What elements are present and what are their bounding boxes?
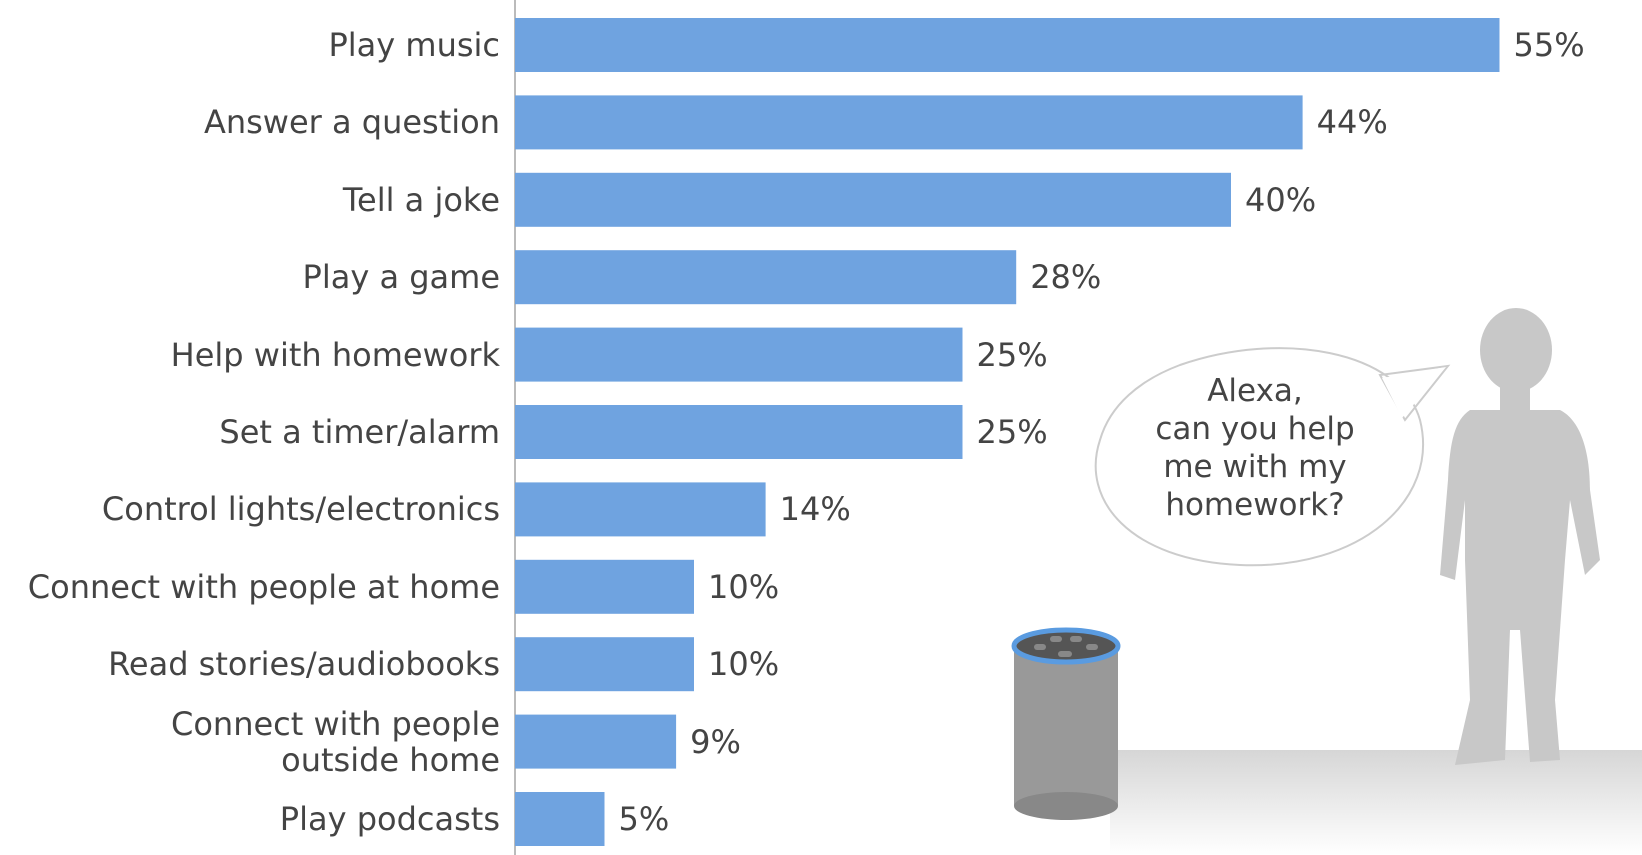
category-label: Play podcasts [279, 800, 500, 838]
category-label: Control lights/electronics [101, 490, 500, 529]
echo-speaker [1011, 627, 1121, 820]
value-label: 25% [976, 413, 1048, 451]
bar [515, 714, 677, 769]
bar [515, 18, 1500, 72]
value-label: 10% [708, 567, 780, 606]
bubble-tail [1382, 367, 1446, 418]
value-label: 25% [976, 335, 1048, 374]
floor [1110, 750, 1642, 855]
value-label: 10% [708, 645, 780, 684]
category-label: Tell a joke [342, 180, 500, 219]
bar [515, 250, 1017, 305]
category-label: Set a timer/alarm [219, 413, 500, 451]
bar [515, 327, 963, 382]
value-label: 9% [690, 722, 741, 761]
bar [515, 405, 963, 459]
value-label: 28% [1030, 258, 1102, 297]
value-label: 40% [1245, 180, 1317, 219]
category-label: Answer a question [203, 103, 500, 142]
value-label: 44% [1316, 103, 1388, 142]
category-label: Help with homework [170, 335, 500, 374]
category-label: Play music [328, 26, 500, 64]
category-label: Play a game [302, 258, 500, 297]
value-label: 55% [1513, 26, 1585, 64]
bar [515, 792, 605, 846]
bar [515, 559, 694, 614]
category-label: Connect with people at home [27, 567, 500, 606]
value-label: 5% [618, 800, 670, 838]
bar [515, 95, 1303, 150]
bar [515, 482, 766, 537]
bar [515, 637, 694, 692]
bar [515, 172, 1231, 227]
child-silhouette [1440, 308, 1600, 765]
category-label: Connect with people outside home [170, 704, 500, 779]
annotation: Alexa, can you help me with my homework? [1155, 373, 1355, 523]
value-label: 14% [779, 490, 851, 529]
category-label: Read stories/audiobooks [108, 645, 500, 684]
speech-bubble [1094, 347, 1451, 567]
